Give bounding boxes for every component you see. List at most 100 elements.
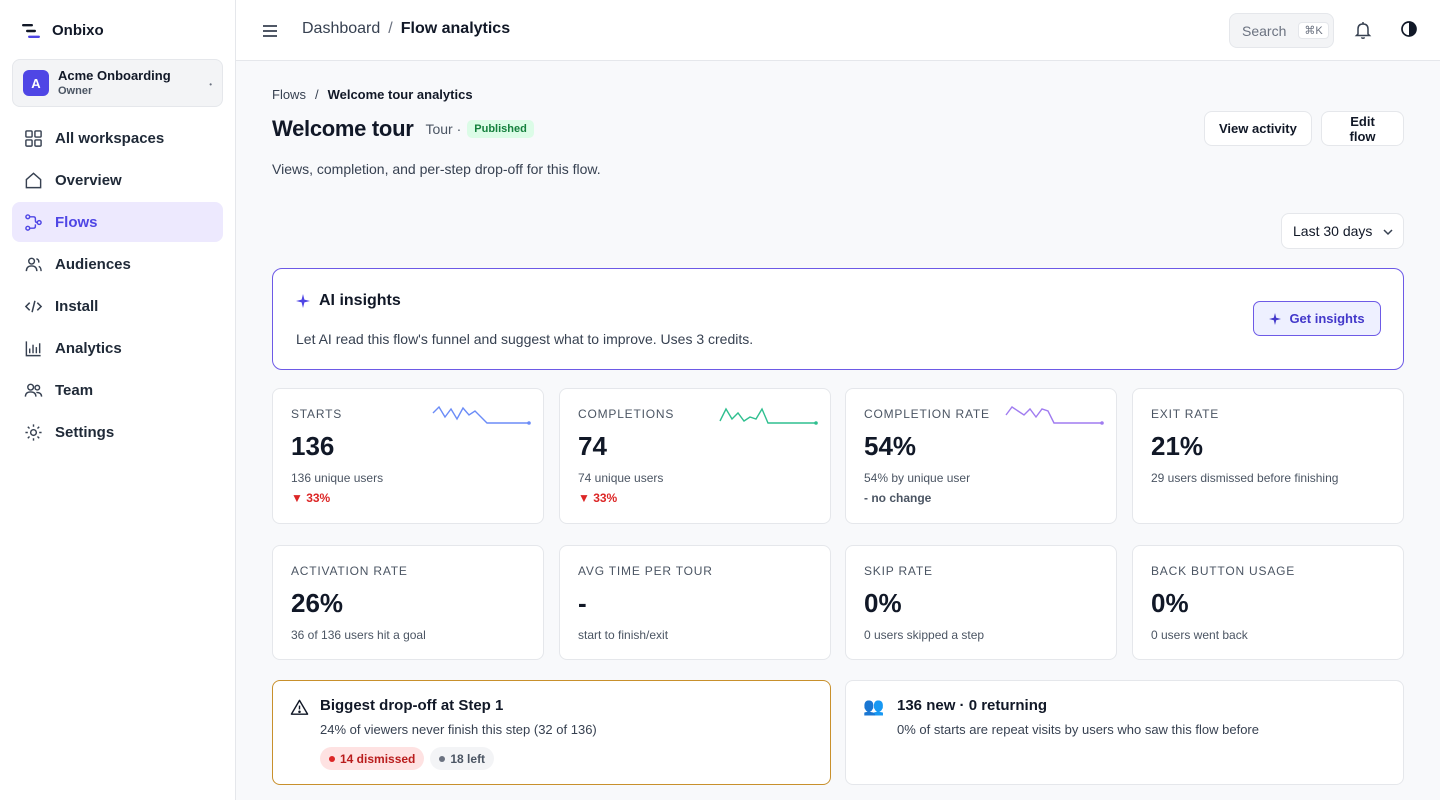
sidebar: Onbixo A Acme Onboarding Owner • All wor… [0, 0, 236, 800]
grid-icon [25, 129, 42, 147]
sparkline-end-dot [527, 421, 531, 425]
sparkline-end-dot [1100, 421, 1104, 425]
metric-label: COMPLETIONS [578, 407, 675, 421]
metric-label: EXIT RATE [1151, 407, 1220, 421]
metric-card-skip-rate: SKIP RATE 0% 0 users skipped a step [845, 545, 1117, 660]
page-title: Welcome tour [272, 116, 414, 141]
sidebar-item-team[interactable]: Team [12, 370, 223, 410]
sparkline-path [1005, 406, 1102, 424]
metric-subtext: 0 users skipped a step [864, 628, 985, 642]
metric-subtext: 136 unique users [291, 471, 384, 485]
returning-users-card: 👥 136 new · 0 returning 0% of starts are… [845, 680, 1404, 785]
dismissed-count: 14 dismissed [340, 751, 416, 766]
metric-card-completions: COMPLETIONS 74 74 unique users ▼ 33% [559, 388, 831, 524]
metric-card-avg-time: AVG TIME PER TOUR - start to finish/exit [559, 545, 831, 660]
brand[interactable]: Onbixo [22, 22, 104, 39]
view-activity-button[interactable]: View activity [1204, 111, 1312, 146]
date-range-select[interactable]: Last 30 days [1281, 213, 1404, 249]
metric-subtext: 36 of 136 users hit a goal [291, 628, 426, 642]
metric-label: COMPLETION RATE [864, 407, 990, 421]
sidebar-item-install[interactable]: Install [12, 286, 223, 326]
metric-delta: ▼ 33% [578, 491, 618, 505]
metric-value: 54% [864, 431, 917, 461]
get-insights-label: Get insights [1289, 311, 1365, 326]
metric-value: - [578, 588, 587, 618]
bar-chart-icon [25, 340, 41, 356]
metric-card-activation-rate: ACTIVATION RATE 26% 36 of 136 users hit … [272, 545, 544, 660]
sidebar-item-label: Flows [55, 213, 98, 231]
workspace-switcher[interactable]: A Acme Onboarding Owner • [12, 59, 223, 107]
metric-delta: - no change [864, 491, 932, 505]
metric-label: AVG TIME PER TOUR [578, 564, 713, 578]
breadcrumb-current: Flow analytics [400, 20, 511, 37]
page-description: Views, completion, and per-step drop-off… [272, 161, 601, 177]
logo-icon [22, 23, 40, 38]
metric-label: SKIP RATE [864, 564, 933, 578]
sparkline [1005, 406, 1104, 425]
dismissed-chip: 14 dismissed [320, 747, 425, 770]
chevron-down-icon [1383, 229, 1393, 236]
search-label: Search [1242, 22, 1287, 39]
menu-icon[interactable] [260, 21, 280, 41]
metric-delta: ▼ 33% [291, 491, 331, 505]
metric-subtext: 54% by unique user [864, 471, 971, 485]
chevron-down-icon: • [209, 80, 212, 89]
ai-insights-title: AI insights [319, 292, 401, 309]
users-icon: 👥 [863, 697, 885, 716]
breadcrumb: Dashboard / Flow analytics [302, 20, 510, 38]
sidebar-nav: All workspaces Overview Flows Audiences … [12, 118, 223, 454]
metric-value: 0% [1151, 588, 1189, 618]
workspace-role: Owner [58, 85, 93, 97]
edit-flow-button[interactable]: Edit flow [1321, 111, 1404, 146]
sidebar-item-all-workspaces[interactable]: All workspaces [12, 118, 223, 158]
breadcrumb-separator: / [388, 20, 393, 37]
breadcrumb-flows[interactable]: Flows [272, 87, 306, 102]
gear-icon [25, 423, 42, 441]
warning-icon [290, 699, 309, 715]
sparkle-icon [296, 294, 310, 308]
sidebar-item-audiences[interactable]: Audiences [12, 244, 223, 284]
metric-value: 0% [864, 588, 902, 618]
home-icon [25, 171, 42, 188]
metric-subtext: start to finish/exit [578, 628, 669, 642]
sidebar-item-overview[interactable]: Overview [12, 160, 223, 200]
date-range-value: Last 30 days [1293, 223, 1373, 239]
page-breadcrumb: Flows / Welcome tour analytics [272, 87, 473, 102]
team-icon [24, 383, 43, 397]
sidebar-item-analytics[interactable]: Analytics [12, 328, 223, 368]
status-badge: Published [467, 120, 534, 138]
breadcrumb-separator: / [314, 87, 319, 102]
metric-value: 74 [578, 431, 607, 461]
search-shortcut: ⌘K [1298, 22, 1329, 39]
get-insights-button[interactable]: Get insights [1253, 301, 1381, 336]
breadcrumb-dashboard[interactable]: Dashboard [302, 20, 381, 37]
flow-icon [25, 213, 42, 231]
users-icon [25, 257, 42, 271]
sidebar-item-label: Audiences [55, 255, 131, 273]
sidebar-item-label: Install [55, 297, 99, 315]
search-button[interactable]: Search ⌘K [1229, 13, 1334, 48]
metric-label: STARTS [291, 407, 343, 421]
dropoff-card[interactable]: Biggest drop-off at Step 1 24% of viewer… [272, 680, 831, 785]
app-name: Onbixo [52, 22, 104, 39]
sidebar-item-flows[interactable]: Flows [12, 202, 223, 242]
returning-title: 136 new · 0 returning [897, 697, 1048, 714]
sidebar-item-settings[interactable]: Settings [12, 412, 223, 452]
metric-card-exit-rate: EXIT RATE 21% 29 users dismissed before … [1132, 388, 1404, 524]
metric-subtext: 74 unique users [578, 471, 664, 485]
workspace-avatar: A [23, 70, 49, 96]
metric-card-starts: STARTS 136 136 unique users ▼ 33% [272, 388, 544, 524]
metric-value: 136 [291, 431, 335, 461]
left-chip: 18 left [430, 747, 495, 770]
metric-label: ACTIVATION RATE [291, 564, 408, 578]
sparkline-end-dot [814, 421, 818, 425]
bell-icon[interactable] [1353, 20, 1373, 40]
returning-description: 0% of starts are repeat visits by users … [897, 722, 1259, 737]
metric-subtext: 0 users went back [1151, 628, 1248, 642]
ai-insights-panel: AI insights Let AI read this flow's funn… [272, 268, 1404, 370]
sidebar-item-label: All workspaces [55, 129, 165, 147]
metric-card-back-button: BACK BUTTON USAGE 0% 0 users went back [1132, 545, 1404, 660]
sidebar-item-label: Settings [55, 423, 115, 441]
sparkle-icon [1269, 312, 1282, 325]
theme-toggle-icon[interactable] [1400, 20, 1418, 38]
